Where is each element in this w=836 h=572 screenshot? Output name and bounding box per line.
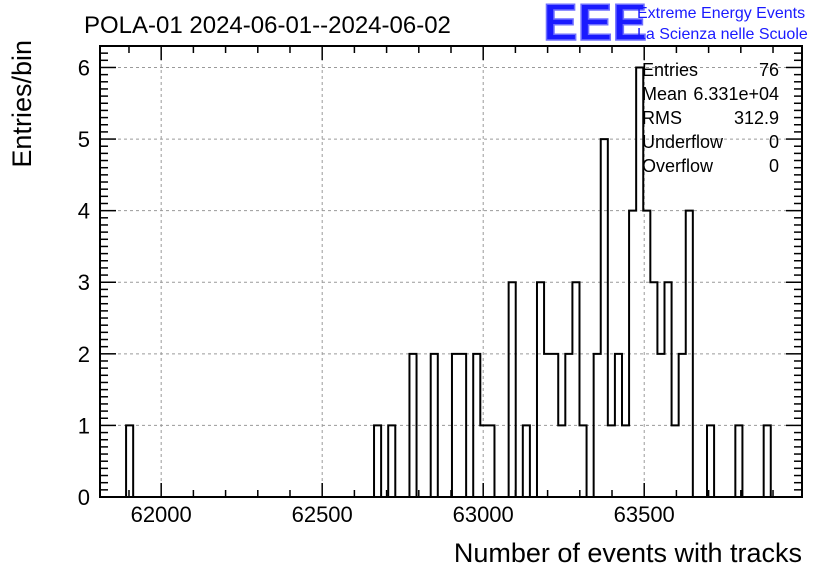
x-axis-title: Number of events with tracks (454, 538, 802, 568)
y-tick-labels: 0 1 2 3 4 5 6 (78, 55, 90, 510)
eee-logo-mark: EEE (543, 0, 647, 52)
y-tick-label: 3 (78, 270, 90, 295)
stats-value: 312.9 (734, 108, 779, 128)
axis-ticks (100, 45, 802, 498)
y-tick-label: 5 (78, 127, 90, 152)
x-tick-labels: 62000 62500 63000 63500 (131, 502, 675, 527)
stats-value: 0 (769, 156, 779, 176)
x-tick-label: 62500 (292, 502, 353, 527)
stats-label: Mean (642, 84, 687, 104)
y-tick-label: 4 (78, 199, 90, 224)
stats-label: Underflow (642, 132, 724, 152)
stats-value: 0 (769, 132, 779, 152)
chart-title: POLA-01 2024-06-01--2024-06-02 (84, 12, 451, 39)
x-tick-label: 63000 (453, 502, 514, 527)
x-tick-label: 62000 (131, 502, 192, 527)
logo-line-1: Extreme Energy Events (637, 5, 805, 22)
y-tick-label: 1 (78, 413, 90, 438)
logo-line-2: La Scienza nelle Scuole (637, 26, 808, 43)
stats-label: Entries (642, 60, 698, 80)
eee-logo: EEE Extreme Energy Events La Scienza nel… (542, 0, 808, 53)
y-axis-title: Entries/bin (7, 40, 37, 168)
stats-label: Overflow (642, 156, 714, 176)
stats-value: 6.331e+04 (693, 84, 779, 104)
y-tick-label: 0 (78, 485, 90, 510)
stats-box: Entries 76 Mean 6.331e+04 RMS 312.9 Underflow 0… (642, 60, 779, 176)
stats-value: 76 (759, 60, 779, 80)
stats-label: RMS (642, 108, 682, 128)
x-tick-label: 63500 (614, 502, 675, 527)
y-tick-label: 2 (78, 342, 90, 367)
y-tick-label: 6 (78, 55, 90, 80)
